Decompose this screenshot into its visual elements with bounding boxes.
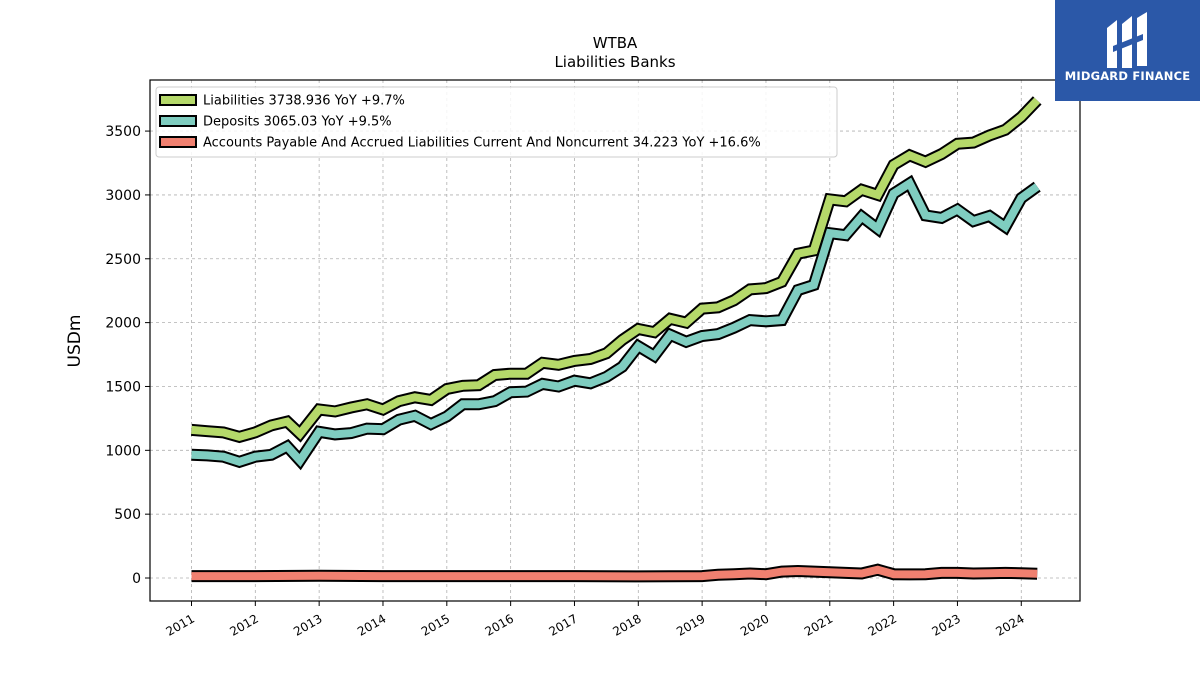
y-tick-label: 2500	[105, 252, 141, 268]
y-tick-label: 0	[132, 571, 141, 587]
x-tick-label: 2013	[291, 611, 324, 638]
x-tick-label: 2020	[738, 611, 771, 638]
x-tick-label: 2018	[610, 611, 643, 638]
y-axis-label: USDm	[65, 315, 85, 368]
x-tick-label: 2015	[419, 611, 452, 638]
midgard-logo-icon	[1107, 12, 1147, 68]
y-tick-label: 3000	[105, 188, 141, 204]
legend-box	[155, 86, 838, 158]
x-tick-label: 2022	[866, 611, 899, 638]
x-tick-label: 2017	[547, 611, 580, 638]
legend-swatch	[159, 115, 197, 127]
legend-label: Deposits 3065.03 YoY +9.5%	[203, 115, 392, 130]
legend-swatch	[159, 94, 197, 106]
x-tick-label: 2021	[802, 611, 835, 638]
x-tick-label: 2024	[993, 611, 1026, 638]
x-tick-label: 2014	[355, 611, 388, 638]
x-tick-label: 2023	[929, 611, 962, 638]
brand-logo: MIDGARD FINANCE	[1055, 0, 1200, 101]
series-line-0	[191, 97, 1041, 442]
x-tick-label: 2019	[674, 611, 707, 638]
y-tick-label: 3500	[105, 124, 141, 140]
plot-frame	[149, 79, 1081, 602]
x-tick-label: 2012	[227, 611, 260, 638]
legend: Liabilities 3738.936 YoY +9.7% Deposits 3…	[155, 86, 838, 158]
y-axis-ticks: 0 500 1000 1500 2000 2500 3000 3500	[105, 124, 150, 587]
series-line-1	[191, 177, 1040, 467]
series-line-2	[191, 565, 1038, 581]
x-axis-ticks: 2011 2012 2013 2014 2015 2016 2017 2018 2019 2020…	[164, 601, 1027, 639]
legend-label: Accounts Payable And Accrued Liabilities…	[203, 136, 761, 151]
chart-subtitle: Liabilities Banks	[554, 53, 675, 71]
chart-title: WTBA	[593, 34, 638, 52]
y-tick-label: 2000	[105, 316, 141, 332]
series-lines	[191, 96, 1042, 583]
x-tick-label: 2016	[483, 611, 516, 638]
brand-name: MIDGARD FINANCE	[1064, 69, 1191, 83]
legend-label: Liabilities 3738.936 YoY +9.7%	[203, 94, 405, 109]
y-tick-label: 1000	[105, 443, 141, 459]
legend-swatch	[159, 136, 197, 148]
x-tick-label: 2011	[164, 611, 197, 638]
y-tick-label: 1500	[105, 379, 141, 395]
y-tick-label: 500	[114, 507, 141, 523]
